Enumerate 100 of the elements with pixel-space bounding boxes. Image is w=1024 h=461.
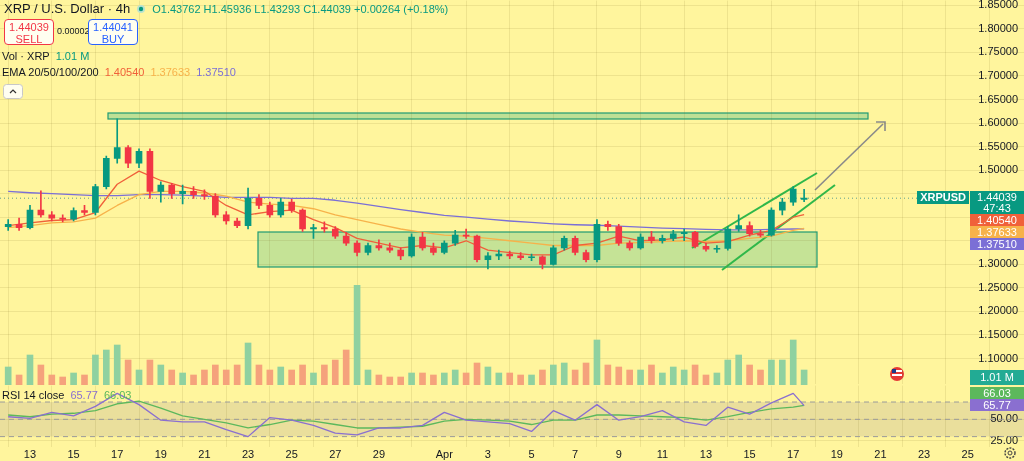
annotation: 1.01 M — [55, 50, 90, 62]
bar — [419, 372, 426, 385]
annotation: SELL — [14, 33, 44, 45]
x-tick-label: 27 — [329, 447, 342, 460]
y-tick-label: 1.60000 — [978, 116, 1018, 129]
bar — [201, 369, 208, 385]
bar — [615, 366, 623, 385]
bar — [430, 374, 437, 385]
chart-title: XRP / U.S. Dollar · 4h — [4, 1, 131, 16]
x-tick-label: 13 — [699, 447, 713, 460]
bar — [550, 364, 557, 385]
bar — [81, 374, 88, 385]
value-tag: 1.37510 — [970, 238, 1024, 250]
annotation: 47:43 — [982, 202, 1012, 214]
x-tick-label: 9 — [615, 447, 622, 460]
bar — [757, 369, 764, 385]
value-tag: 66.03 — [970, 387, 1024, 399]
bar — [517, 374, 524, 385]
bar — [451, 369, 459, 385]
bar — [746, 364, 753, 385]
x-tick-label: 5 — [528, 447, 535, 460]
annotation: 1.37633 — [150, 66, 191, 78]
bar — [4, 366, 12, 385]
bar — [648, 364, 655, 385]
annotation: 0.00002 — [57, 26, 90, 36]
y-tick-label: 1.75000 — [978, 45, 1018, 58]
value-tag: 65.77 — [970, 399, 1024, 411]
annotation: BUY — [100, 33, 126, 45]
bar — [735, 354, 743, 385]
bar — [212, 364, 219, 385]
y-tick-label: 25.00 — [990, 433, 1018, 446]
bar — [310, 372, 317, 385]
bar — [48, 374, 56, 385]
bar — [506, 372, 514, 385]
x-tick-label: 17 — [787, 447, 800, 460]
bar — [222, 369, 230, 385]
annotation: Vol · XRP — [2, 50, 50, 62]
bar — [157, 364, 165, 385]
bar — [680, 369, 688, 385]
y-tick-label: 1.80000 — [978, 21, 1018, 34]
bar — [113, 344, 121, 385]
y-tick-label: 50.00 — [990, 412, 1018, 425]
x-tick-label: 3 — [484, 447, 491, 460]
x-tick-label: 29 — [372, 447, 386, 460]
bar — [626, 369, 633, 385]
x-tick-label: 23 — [917, 447, 931, 460]
bar — [342, 349, 350, 385]
y-tick-label: 1.25000 — [978, 280, 1018, 293]
x-tick-label: 19 — [830, 447, 843, 460]
annotation: 1.44041 — [92, 20, 134, 33]
y-tick-label: 1.20000 — [978, 304, 1018, 317]
x-tick-label: 17 — [111, 447, 124, 460]
bar — [539, 369, 546, 385]
bar — [353, 285, 361, 385]
bar — [768, 359, 775, 385]
bar — [669, 366, 677, 385]
value-tag: 1.37633 — [970, 226, 1024, 238]
x-tick-label: Apr — [435, 447, 454, 460]
bar — [331, 359, 339, 385]
y-tick-label: 1.30000 — [978, 257, 1018, 270]
bar — [321, 364, 328, 385]
bar — [190, 374, 197, 385]
bar — [495, 372, 503, 385]
bar — [778, 359, 786, 385]
x-tick-label: 25 — [285, 447, 298, 460]
bar — [637, 369, 644, 385]
y-tick-label: 1.15000 — [978, 327, 1018, 340]
annotation: 1.44039 — [8, 20, 50, 33]
annotation: 1.01 M — [970, 370, 1024, 385]
annotation: 1.40540 — [104, 66, 145, 78]
x-tick-label: 23 — [241, 447, 255, 460]
x-tick-label: 15 — [743, 447, 756, 460]
bar — [288, 369, 295, 385]
annotation: EMA 20/50/100/200 — [2, 66, 99, 78]
bar — [440, 372, 448, 385]
x-tick-label: 19 — [154, 447, 167, 460]
value-tag: 1.44039 47:43 — [970, 191, 1024, 214]
y-tick-label: 1.85000 — [978, 0, 1018, 11]
annotation: O1.43762 H1.45936 L1.43293 C1.44039 +0.00264 (+0.18%) — [152, 2, 449, 15]
x-tick-label: 21 — [198, 447, 211, 460]
y-tick-label: 1.70000 — [978, 68, 1018, 81]
bar — [59, 376, 67, 385]
x-tick-label: 25 — [961, 447, 974, 460]
x-tick-label: 7 — [572, 447, 579, 460]
x-tick-label: 11 — [656, 447, 669, 460]
bar — [299, 364, 306, 385]
bar — [168, 369, 176, 385]
bar — [560, 362, 568, 385]
ticker-tag: XRPUSD — [917, 191, 969, 204]
annotation: 1.44039 — [976, 191, 1018, 203]
x-tick-label: 21 — [874, 447, 887, 460]
annotation: 65.77 — [70, 389, 98, 401]
value-tag: 1.40540 — [970, 214, 1024, 226]
chart-title: RSI 14 close — [2, 389, 65, 401]
y-tick-label: 1.55000 — [978, 139, 1018, 152]
y-tick-label: 1.10000 — [978, 351, 1018, 364]
bar — [659, 372, 666, 385]
bar — [102, 349, 110, 385]
bar — [92, 354, 99, 385]
bar — [789, 339, 797, 385]
